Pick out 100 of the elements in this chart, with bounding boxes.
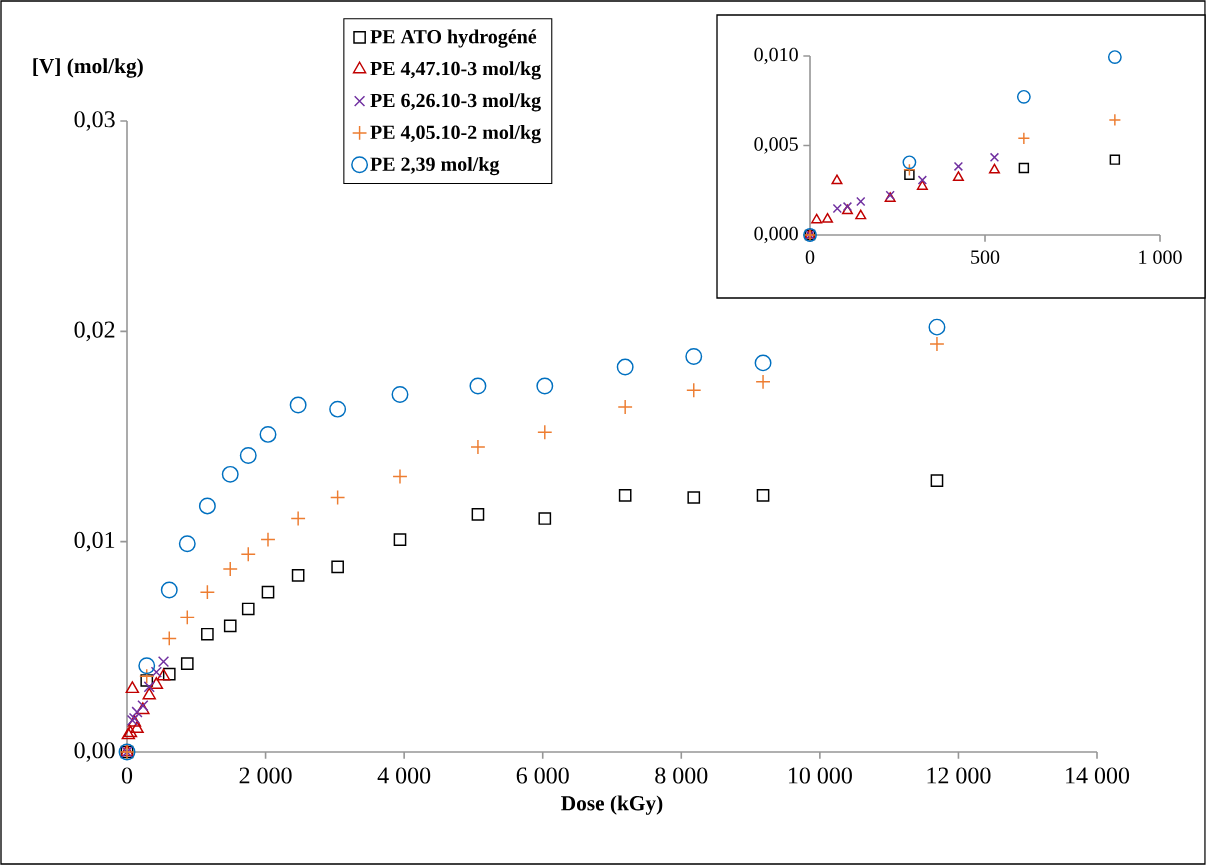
point <box>1018 162 1030 174</box>
legend-label: PE 4,05.10-2 mol/kg <box>370 125 541 144</box>
point <box>239 446 257 464</box>
point <box>149 677 164 689</box>
point <box>471 507 485 521</box>
point <box>537 424 553 440</box>
point <box>223 619 237 633</box>
x-tick-label: 0 <box>121 767 133 784</box>
point <box>821 212 834 223</box>
point <box>131 706 143 718</box>
point <box>756 489 770 502</box>
point <box>928 318 946 336</box>
point <box>160 581 178 599</box>
point <box>470 439 486 455</box>
point <box>198 497 216 515</box>
point <box>157 655 170 668</box>
point <box>393 533 407 546</box>
legend-label: PE 2,39 mol/kg <box>370 156 500 176</box>
point <box>856 196 866 207</box>
point <box>903 163 916 177</box>
x-tick-label: 4 000 <box>377 767 431 784</box>
point <box>536 377 554 395</box>
point <box>686 382 702 398</box>
point <box>616 358 634 376</box>
point <box>289 396 307 414</box>
x-tick-label: 500 <box>971 250 1000 264</box>
point <box>392 468 408 485</box>
point <box>139 668 155 684</box>
point <box>953 161 964 172</box>
point <box>469 377 487 395</box>
x-tick-label: 1 000 <box>1139 250 1182 264</box>
y-tick-label: 0,005 <box>754 137 798 154</box>
x-tick-label: 10 000 <box>788 767 852 784</box>
point <box>331 560 344 574</box>
point <box>902 155 917 170</box>
point <box>291 568 305 582</box>
point <box>916 180 928 190</box>
point <box>156 668 171 681</box>
point <box>1107 50 1122 64</box>
y-tick-label: 0,01 <box>74 531 115 552</box>
point <box>140 674 154 687</box>
point <box>952 171 964 182</box>
point <box>754 354 772 372</box>
point <box>161 630 177 647</box>
point <box>1016 89 1031 104</box>
point <box>199 584 216 600</box>
point <box>904 169 915 181</box>
point <box>811 213 823 224</box>
point <box>1109 154 1121 165</box>
x-tick-label: 6 000 <box>516 767 569 784</box>
point <box>125 681 140 694</box>
point <box>617 399 633 415</box>
x-tick-label: 8 000 <box>655 767 708 784</box>
legend-label: PE ATO hydrogéné <box>370 29 537 48</box>
y-tick-label: 0,00 <box>74 742 115 762</box>
point <box>221 465 239 483</box>
point <box>150 666 163 678</box>
point <box>290 510 306 527</box>
point <box>930 474 944 488</box>
y-tick-label: 0,000 <box>754 226 798 244</box>
point <box>1108 113 1122 127</box>
point <box>988 163 1000 174</box>
point <box>201 627 214 641</box>
point <box>755 374 771 390</box>
point <box>142 687 156 700</box>
point <box>538 512 552 525</box>
point <box>329 489 346 506</box>
point <box>241 602 255 616</box>
legend-label: PE 4,47.10-3 mol/kg <box>370 61 541 80</box>
point <box>222 561 238 577</box>
point <box>329 400 347 418</box>
point <box>180 657 194 670</box>
x-axis-title: Dose (kGy) <box>561 795 663 815</box>
y-tick-label: 0,010 <box>754 47 798 65</box>
legend-label: PE 6,26.10-3 mol/kg <box>370 93 541 112</box>
point <box>618 489 632 502</box>
point <box>391 385 409 403</box>
point <box>685 348 703 366</box>
point <box>855 209 867 220</box>
y-tick-label: 0,03 <box>74 111 115 131</box>
x-tick-label: 14 000 <box>1066 767 1130 784</box>
point <box>143 681 155 693</box>
x-tick-label: 2 000 <box>239 767 292 784</box>
point <box>831 174 843 185</box>
x-tick-label: 12 000 <box>927 767 991 784</box>
point <box>138 657 156 675</box>
point <box>259 425 277 443</box>
point <box>179 609 195 626</box>
point <box>261 585 275 599</box>
point <box>260 531 276 548</box>
y-tick-label: 0,02 <box>74 321 115 342</box>
point <box>130 721 144 734</box>
point <box>917 175 928 185</box>
point <box>240 546 256 562</box>
x-tick-label: 0 <box>805 250 815 264</box>
point <box>687 491 701 504</box>
point <box>929 336 945 352</box>
point <box>989 152 1000 162</box>
point <box>162 667 176 681</box>
point <box>178 535 196 553</box>
